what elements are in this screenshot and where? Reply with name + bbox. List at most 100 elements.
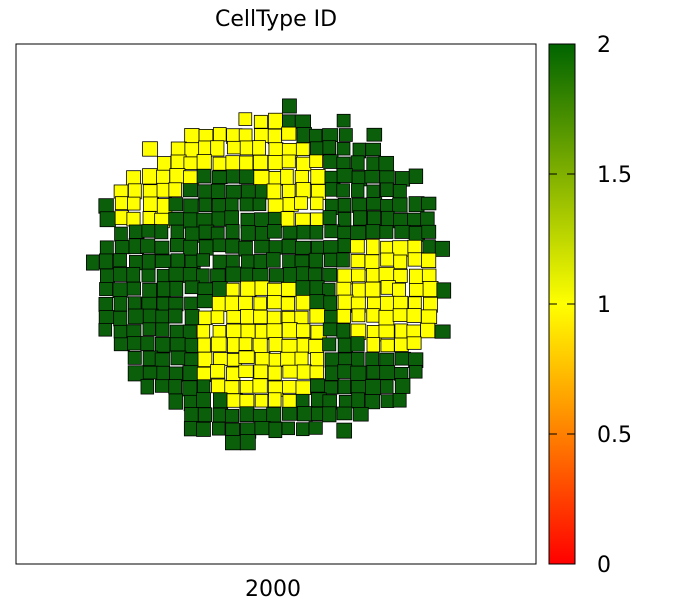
cell-type-2: [365, 379, 382, 396]
cell-type-1: [184, 128, 200, 144]
cell-type-1: [268, 392, 282, 408]
cell-type-1: [210, 364, 226, 379]
cell-type-2: [239, 434, 256, 451]
cell-type-2: [281, 421, 295, 436]
cell-type-1: [268, 337, 283, 352]
cell-type-2: [336, 406, 353, 421]
cell-type-1: [238, 112, 253, 126]
cell-type-1: [378, 324, 395, 339]
cell-type-1: [169, 168, 186, 184]
cell-type-1: [406, 336, 422, 350]
cell-type-2: [99, 282, 113, 297]
cell-type-1: [392, 308, 408, 322]
cell-type-2: [112, 282, 128, 298]
cell-type-2: [169, 281, 184, 297]
cell-type-2: [364, 169, 380, 184]
cell-type-1: [252, 337, 268, 354]
cell-type-1: [267, 295, 282, 310]
cell-type-1: [420, 322, 436, 339]
cell-type-1: [114, 210, 129, 226]
cell-type-2: [140, 238, 156, 254]
cell-type-2: [351, 351, 365, 367]
cell-type-1: [296, 156, 312, 172]
cell-type-1: [253, 169, 270, 187]
cell-type-1: [224, 295, 241, 312]
colorbar-tick-label: 0: [597, 553, 611, 578]
cell-type-2: [309, 280, 325, 297]
cell-type-2: [198, 239, 214, 256]
cell-type-1: [252, 378, 268, 394]
cell-type-2: [99, 240, 114, 256]
cell-type-1: [142, 168, 158, 185]
cell-type-1: [392, 240, 409, 257]
cell-type-2: [98, 198, 114, 214]
cell-type-2: [322, 140, 337, 155]
cell-type-2: [225, 435, 241, 451]
cell-type-2: [183, 239, 199, 256]
cell-type-2: [238, 240, 253, 257]
cell-type-1: [211, 378, 226, 394]
cell-type-2: [155, 322, 170, 337]
cell-type-1: [364, 254, 380, 271]
cell-type-2: [294, 114, 312, 129]
cell-type-2: [213, 392, 228, 409]
cell-type-2: [337, 197, 352, 213]
cell-type-2: [324, 365, 340, 381]
cell-type-2: [434, 240, 450, 257]
colorbar-tick-label: 0.5: [597, 423, 632, 448]
cell-type-2: [212, 421, 226, 436]
cell-type-2: [350, 225, 367, 241]
cell-type-2: [337, 238, 352, 253]
cell-type-2: [282, 98, 297, 114]
cell-type-1: [197, 351, 213, 368]
cell-type-2: [268, 421, 283, 439]
cell-type-1: [224, 380, 240, 395]
cell-type-1: [281, 154, 296, 169]
cell-type-1: [266, 310, 282, 326]
cell-type-2: [408, 168, 424, 184]
cell-type-1: [126, 170, 142, 186]
cell-type-2: [434, 324, 451, 339]
cell-type-2: [126, 324, 142, 339]
cell-type-1: [226, 366, 241, 381]
cell-type-2: [154, 254, 172, 269]
cell-type-2: [183, 198, 199, 214]
cell-type-1: [254, 280, 270, 296]
cell-type-1: [126, 211, 141, 227]
cell-type-1: [364, 281, 381, 298]
cell-type-1: [295, 142, 310, 157]
cell-type-1: [422, 281, 439, 298]
cell-type-1: [267, 128, 282, 145]
cell-type-2: [351, 197, 367, 213]
cell-type-2: [253, 254, 268, 271]
cell-type-2: [254, 212, 270, 228]
cell-type-1: [295, 380, 312, 395]
cell-type-1: [225, 155, 241, 171]
cell-type-2: [380, 199, 395, 213]
cell-type-2: [182, 183, 199, 198]
cell-type-1: [310, 169, 326, 185]
cell-type-2: [225, 169, 241, 184]
cell-type-1: [280, 211, 295, 228]
cell-type-1: [280, 351, 296, 367]
cell-type-2: [99, 253, 114, 270]
cell-type-1: [210, 310, 225, 325]
cell-type-1: [238, 364, 254, 378]
cell-type-1: [296, 323, 311, 338]
cell-type-2: [421, 224, 437, 239]
cell-type-1: [196, 324, 211, 339]
cell-type-1: [196, 154, 212, 170]
cell-type-2: [225, 197, 239, 213]
cell-type-2: [394, 378, 411, 394]
cell-type-2: [155, 336, 171, 353]
cell-type-2: [241, 184, 258, 199]
cell-type-2: [168, 308, 183, 324]
cell-type-1: [240, 280, 257, 297]
cell-type-2: [378, 155, 394, 172]
cell-type-2: [308, 421, 323, 435]
cell-type-2: [337, 211, 352, 227]
colorbar-tick-label: 1: [597, 293, 611, 318]
cell-type-2: [323, 240, 340, 254]
cell-type-2: [239, 406, 255, 422]
